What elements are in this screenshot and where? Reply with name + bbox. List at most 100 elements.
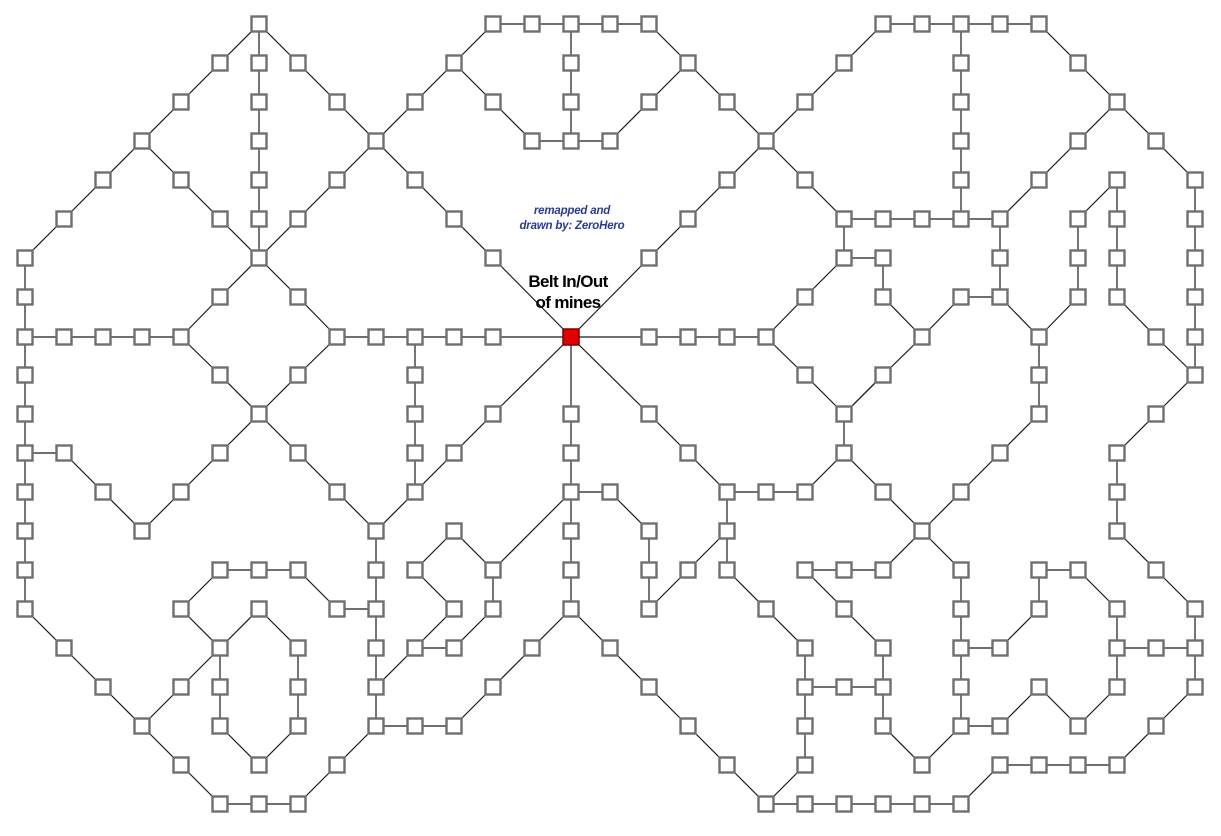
room-node [1147, 717, 1165, 735]
room-node [601, 15, 619, 33]
path-segment [570, 257, 650, 338]
room-node [16, 444, 34, 462]
room-node [562, 444, 580, 462]
room-node [406, 717, 424, 735]
room-node [1030, 366, 1048, 384]
room-node [1069, 717, 1087, 735]
room-node [172, 171, 190, 189]
room-node [250, 93, 268, 111]
room-node [1147, 132, 1165, 150]
room-node [835, 444, 853, 462]
path-segment [570, 336, 650, 415]
room-node [991, 717, 1009, 735]
room-node [991, 639, 1009, 657]
room-node [328, 756, 346, 774]
room-node [1147, 328, 1165, 346]
room-node [679, 54, 697, 72]
room-node [562, 522, 580, 540]
path-segment [492, 336, 572, 415]
path-segment [492, 491, 572, 571]
room-node [640, 561, 658, 579]
room-node [562, 483, 580, 501]
room-node [406, 366, 424, 384]
room-node [94, 328, 112, 346]
room-node [1030, 561, 1048, 579]
room-node [172, 93, 190, 111]
room-node [796, 639, 814, 657]
room-node [679, 328, 697, 346]
center-label-line-1: Belt In/Out [528, 272, 608, 291]
room-node [1030, 600, 1048, 618]
room-node [289, 444, 307, 462]
room-node [1186, 678, 1204, 696]
room-node [562, 600, 580, 618]
belt-entrance-node [562, 328, 580, 346]
room-node [250, 15, 268, 33]
room-node [1069, 561, 1087, 579]
room-node [1186, 249, 1204, 267]
room-node [1147, 639, 1165, 657]
center-label-line-2: of mines [535, 293, 601, 312]
room-node [757, 483, 775, 501]
room-node [250, 132, 268, 150]
room-node [1069, 756, 1087, 774]
room-node [406, 171, 424, 189]
room-node [16, 561, 34, 579]
room-node [406, 93, 424, 111]
room-node [913, 522, 931, 540]
room-node [640, 600, 658, 618]
room-node [835, 249, 853, 267]
room-nodes [16, 15, 1204, 813]
room-node [367, 600, 385, 618]
room-node [601, 483, 619, 501]
room-node [796, 288, 814, 306]
room-node [796, 561, 814, 579]
room-node [250, 795, 268, 813]
room-node [718, 756, 736, 774]
room-node [445, 328, 463, 346]
room-node [445, 444, 463, 462]
room-node [1108, 678, 1126, 696]
room-node [133, 328, 151, 346]
room-node [523, 132, 541, 150]
room-node [211, 678, 229, 696]
room-node [1069, 132, 1087, 150]
room-node [406, 328, 424, 346]
room-node [835, 678, 853, 696]
room-node [874, 15, 892, 33]
room-node [952, 93, 970, 111]
room-node [874, 366, 892, 384]
room-node [718, 328, 736, 346]
room-node [406, 639, 424, 657]
room-node [250, 600, 268, 618]
room-node [55, 444, 73, 462]
room-node [874, 639, 892, 657]
room-node [952, 795, 970, 813]
room-node [1030, 678, 1048, 696]
center-label: Belt In/Out of mines [505, 271, 631, 313]
credit-line-1: remapped and [533, 205, 611, 217]
room-node [289, 210, 307, 228]
room-node [991, 210, 1009, 228]
room-node [835, 405, 853, 423]
room-node [250, 54, 268, 72]
room-node [1108, 639, 1126, 657]
room-node [562, 15, 580, 33]
room-node [484, 405, 502, 423]
room-node [289, 561, 307, 579]
room-node [367, 678, 385, 696]
room-node [952, 132, 970, 150]
room-node [289, 678, 307, 696]
room-node [55, 210, 73, 228]
room-node [1108, 288, 1126, 306]
room-node [1108, 756, 1126, 774]
room-node [718, 171, 736, 189]
room-node [211, 54, 229, 72]
room-node [367, 717, 385, 735]
room-node [172, 678, 190, 696]
room-node [172, 756, 190, 774]
room-node [796, 171, 814, 189]
room-node [1186, 210, 1204, 228]
room-node [328, 328, 346, 346]
